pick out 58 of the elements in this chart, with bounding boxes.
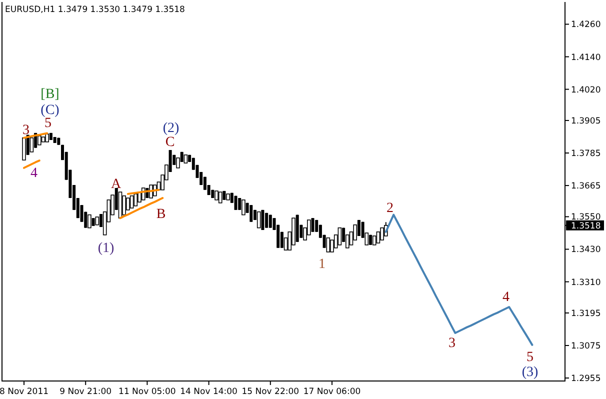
candlestick — [261, 209, 264, 230]
annotation: C — [165, 135, 175, 150]
y-tick-label: 1.3195 — [571, 308, 601, 319]
annotation: (3) — [522, 365, 538, 380]
annotation: A — [110, 177, 122, 192]
candlestick — [22, 137, 26, 160]
y-tick-label: 1.3310 — [571, 278, 601, 288]
annotation: 3 — [22, 123, 30, 138]
annotation: (2) — [162, 121, 180, 136]
y-tick-label: 1.3075 — [571, 341, 601, 352]
candlestick — [326, 237, 330, 252]
x-tick-label: 8 Nov 2011 — [0, 387, 49, 397]
y-tick-label: 1.3905 — [571, 116, 601, 126]
y-tick-label: 1.4020 — [571, 85, 601, 96]
x-tick-label: 14 Nov 14:00 — [180, 387, 238, 397]
annotation: 4 — [502, 290, 510, 305]
x-tick-label: 15 Nov 22:00 — [242, 387, 300, 397]
chart-title: EURUSD,H1 1.3479 1.3530 1.3479 1.3518 — [5, 5, 185, 15]
annotation: 4 — [30, 166, 38, 181]
candlestick — [234, 195, 238, 210]
annotation: B — [156, 207, 166, 222]
candlestick — [357, 219, 360, 236]
annotation: 2 — [386, 201, 394, 216]
y-tick-label: 1.4140 — [571, 52, 601, 63]
annotation: (1) — [98, 241, 114, 256]
y-tick-label: 1.3785 — [571, 149, 601, 160]
annotation: 3 — [448, 336, 456, 351]
candlestick — [380, 227, 384, 240]
candlestick — [265, 212, 268, 228]
annotation: [B] — [40, 87, 60, 102]
annotation: 1 — [318, 257, 326, 272]
candlestick — [311, 218, 314, 232]
y-tick-label: 1.3430 — [571, 245, 601, 256]
line-series — [23, 160, 40, 169]
candlestick — [338, 227, 342, 246]
candlestick — [122, 195, 126, 216]
candlestick — [30, 137, 34, 152]
candlestick — [130, 195, 134, 208]
candlestick — [250, 204, 253, 222]
candlestick — [256, 211, 261, 228]
line-series — [119, 197, 164, 220]
y-tick-label: 1.4260 — [571, 20, 601, 30]
candlestick — [88, 214, 92, 228]
x-tick-label: 17 Nov 06:00 — [303, 387, 361, 397]
x-tick-label: 9 Nov 21:00 — [60, 387, 112, 397]
annotation: 5 — [44, 116, 52, 131]
line-series — [384, 214, 534, 346]
annotation: (C) — [40, 103, 60, 118]
y-tick-label: 1.3665 — [571, 182, 601, 192]
x-tick-label: 11 Nov 05:00 — [118, 387, 176, 397]
annotation: 5 — [526, 350, 534, 365]
y-tick-label: 1.3518 — [571, 221, 601, 232]
y-tick-label: 1.2955 — [571, 374, 601, 384]
y-tick-label: 1.3550 — [571, 212, 601, 223]
candlestick — [242, 200, 246, 216]
candlestick — [376, 231, 380, 244]
candlestick — [218, 192, 222, 204]
candlestick — [268, 214, 272, 228]
